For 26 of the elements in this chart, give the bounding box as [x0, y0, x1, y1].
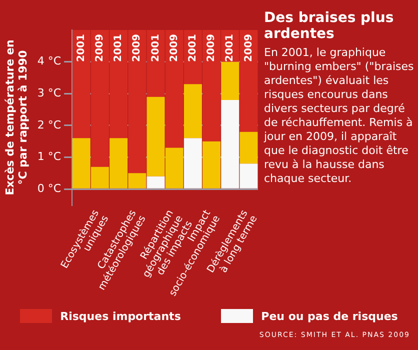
annotation: 2001 — [224, 34, 236, 62]
annotation: 2009 — [168, 34, 180, 62]
y-tick-label: 2 °C — [37, 118, 62, 132]
annotation: 2009 — [206, 34, 218, 62]
bar — [146, 176, 165, 188]
y-axis-title: Excès de température en °C par rapport à 1990 — [3, 40, 30, 196]
y-tick-label: 0 °C — [37, 182, 62, 195]
text: Des braises plus ardentes — [264, 10, 395, 42]
legend-label: Peu ou pas de risques — [261, 310, 398, 322]
bar — [184, 138, 202, 188]
annotation: 2009 — [94, 34, 106, 62]
annotation: 2001 — [113, 34, 124, 62]
bar — [240, 132, 258, 164]
bar — [184, 84, 202, 138]
annotation: 2009 — [132, 34, 143, 62]
bar — [221, 62, 240, 100]
annotation: 2001 — [150, 34, 162, 62]
y-tick-label: 3 °C — [37, 86, 62, 100]
text: En 2001, le graphique "burning embers" ("braises ardentes") évaluait les risques encourus dans divers secteurs par degré de réchauffement. Remis à jour en 2009, il apparaît que le diagnostic doit être revu à la hausse dans chaque secteur. — [264, 46, 414, 185]
legend-label: Risques importants — [60, 310, 181, 322]
annotation: 2001 — [76, 34, 87, 62]
y-tick-label: 4 °C — [37, 54, 62, 68]
annotation: 2009 — [243, 34, 254, 62]
bar — [202, 141, 221, 188]
y-tick-label: 1 °C — [37, 150, 62, 164]
annotation: 2001 — [188, 34, 199, 62]
